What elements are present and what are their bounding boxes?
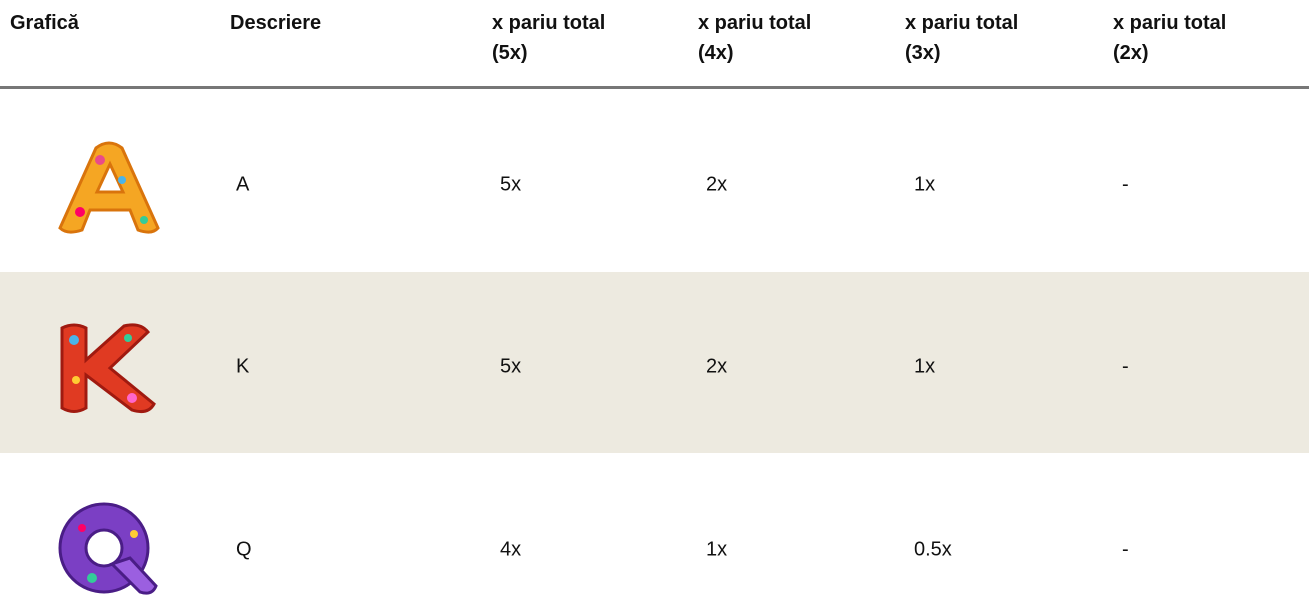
table-cell: 2x [706, 355, 728, 377]
table-cell: K [236, 355, 250, 377]
row: K 5x 2x 1x - [0, 272, 1309, 453]
header-cell: Grafică [10, 12, 79, 34]
table-cell: 5x [500, 173, 522, 195]
table-cell: A [236, 173, 250, 195]
row: A 5x 2x 1x - [0, 89, 1309, 272]
table-cell: Q [236, 538, 252, 561]
table-cell: 2x [706, 173, 728, 195]
table-cell: 5x [500, 355, 522, 377]
header-cell: x pariu total (2x) [1113, 12, 1227, 64]
table-cell: 4x [500, 538, 522, 561]
header-divider [0, 86, 1309, 89]
header-cell: x pariu total (4x) [698, 12, 812, 64]
table-cell: - [1122, 173, 1129, 195]
table-cell: 0.5x [914, 538, 952, 561]
table-cell: 1x [914, 173, 936, 195]
header-cell: x pariu total (3x) [905, 12, 1019, 64]
symbol-icon-k [60, 323, 156, 413]
table-cell: - [1122, 538, 1129, 561]
table-cell: 1x [706, 538, 728, 561]
row: Q 4x 1x 0.5x - [0, 453, 1309, 599]
header-cell: x pariu total (5x) [492, 12, 606, 64]
table-cell: - [1122, 355, 1129, 377]
symbol-icon-q [58, 502, 158, 595]
header-cell: Descriere [230, 12, 322, 34]
table-cell: 1x [914, 355, 936, 377]
symbol-icon-a [58, 141, 160, 234]
